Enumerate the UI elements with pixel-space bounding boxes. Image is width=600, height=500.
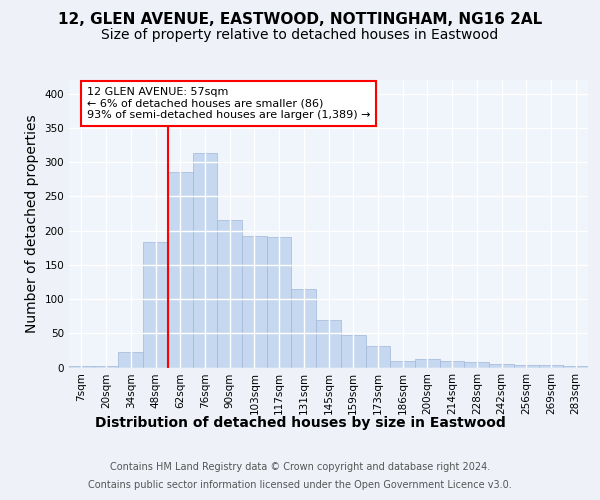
Text: Distribution of detached houses by size in Eastwood: Distribution of detached houses by size … — [95, 416, 505, 430]
Bar — [143, 242, 168, 368]
Bar — [267, 237, 292, 368]
Bar — [242, 236, 267, 368]
Bar — [415, 360, 440, 368]
Text: 12 GLEN AVENUE: 57sqm
← 6% of detached houses are smaller (86)
93% of semi-detac: 12 GLEN AVENUE: 57sqm ← 6% of detached h… — [87, 87, 370, 120]
Bar — [440, 360, 464, 368]
Bar — [563, 366, 588, 368]
Bar — [168, 172, 193, 368]
Bar — [365, 346, 390, 368]
Bar — [217, 220, 242, 368]
Text: 12, GLEN AVENUE, EASTWOOD, NOTTINGHAM, NG16 2AL: 12, GLEN AVENUE, EASTWOOD, NOTTINGHAM, N… — [58, 12, 542, 28]
Bar — [514, 366, 539, 368]
Bar — [118, 352, 143, 368]
Bar — [193, 153, 217, 368]
Bar — [69, 366, 94, 368]
Bar — [341, 334, 365, 368]
Text: Contains public sector information licensed under the Open Government Licence v3: Contains public sector information licen… — [88, 480, 512, 490]
Bar — [316, 320, 341, 368]
Y-axis label: Number of detached properties: Number of detached properties — [25, 114, 39, 333]
Bar — [390, 360, 415, 368]
Bar — [464, 362, 489, 368]
Bar — [292, 289, 316, 368]
Bar — [539, 366, 563, 368]
Text: Contains HM Land Registry data © Crown copyright and database right 2024.: Contains HM Land Registry data © Crown c… — [110, 462, 490, 472]
Bar — [94, 366, 118, 368]
Text: Size of property relative to detached houses in Eastwood: Size of property relative to detached ho… — [101, 28, 499, 42]
Bar — [489, 364, 514, 368]
